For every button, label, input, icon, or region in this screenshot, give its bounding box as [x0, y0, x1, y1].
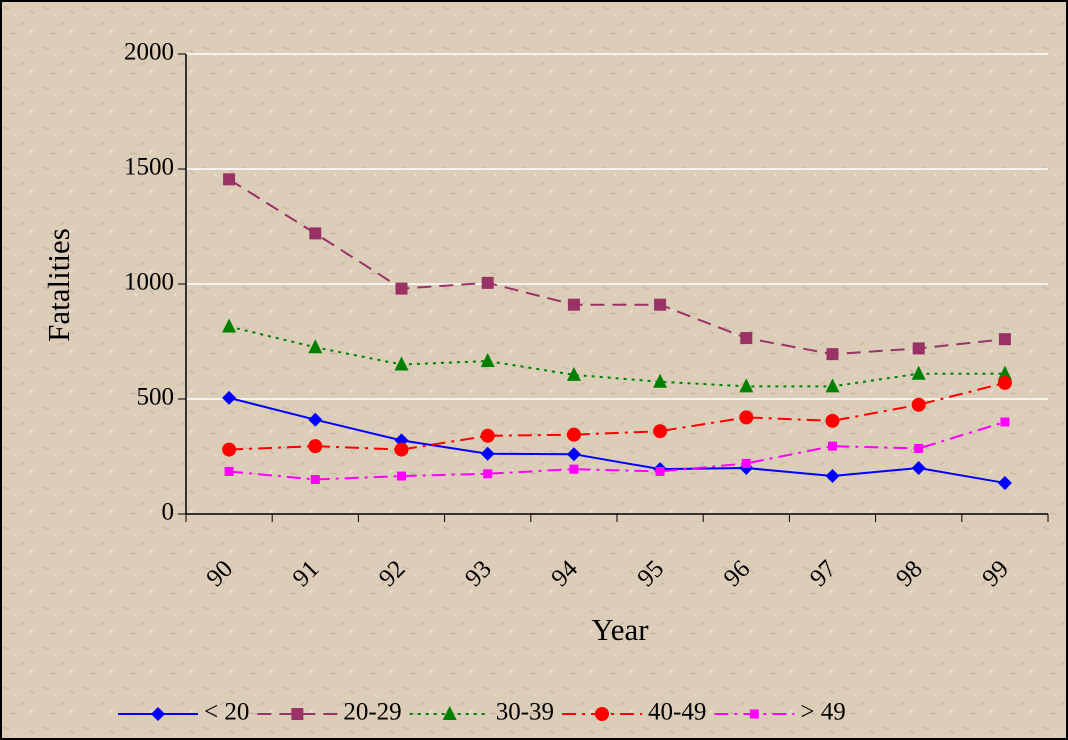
legend-marker — [151, 707, 165, 721]
legend-marker — [442, 706, 457, 720]
marker — [481, 276, 494, 289]
legend-item: 40-49 — [562, 699, 706, 726]
marker — [911, 365, 926, 380]
legend-item: 20-29 — [257, 699, 402, 726]
y-tick-label: 2000 — [124, 39, 174, 66]
marker — [480, 446, 495, 461]
marker — [998, 333, 1011, 346]
legend-item: < 20 — [118, 699, 249, 726]
marker — [222, 442, 237, 457]
marker — [825, 413, 840, 428]
legend-label: < 20 — [204, 699, 249, 726]
legend-item: > 49 — [714, 699, 846, 726]
marker — [741, 458, 751, 468]
marker — [654, 298, 667, 311]
legend-marker — [595, 707, 610, 721]
marker — [222, 318, 237, 333]
series-line — [228, 178, 1006, 356]
y-tick-label: 1500 — [124, 154, 174, 181]
marker — [828, 441, 837, 451]
marker — [222, 390, 237, 405]
x-axis-title: Year — [591, 612, 649, 647]
marker — [566, 447, 581, 462]
y-tick-label: 1000 — [124, 269, 174, 296]
marker — [483, 469, 493, 479]
legend-item: 30-39 — [409, 699, 554, 726]
marker — [566, 427, 581, 442]
legend-marker — [749, 709, 759, 719]
marker — [480, 428, 495, 443]
marker — [223, 173, 236, 186]
marker — [480, 353, 495, 368]
marker — [309, 227, 322, 240]
marker — [653, 373, 668, 388]
legend-label: > 49 — [800, 699, 845, 726]
marker — [395, 282, 408, 295]
marker — [1000, 417, 1010, 427]
marker — [224, 466, 234, 476]
marker — [567, 298, 580, 311]
y-axis-title: Fatalities — [41, 228, 76, 342]
marker — [825, 378, 840, 393]
series-line — [229, 421, 1006, 481]
marker — [997, 365, 1012, 380]
marker — [826, 348, 839, 361]
marker — [394, 356, 409, 371]
legend-label: 20-29 — [343, 699, 401, 726]
marker — [911, 397, 926, 412]
y-tick-label: 0 — [162, 499, 175, 526]
series-line — [228, 396, 1006, 484]
marker — [310, 475, 320, 484]
marker — [914, 443, 924, 453]
marker — [740, 332, 753, 345]
marker — [308, 439, 323, 454]
marker — [655, 466, 665, 476]
marker — [739, 378, 754, 393]
legend-label: 30-39 — [496, 699, 554, 726]
legend-label: 40-49 — [648, 699, 706, 726]
y-tick-label: 500 — [137, 384, 175, 411]
marker — [308, 339, 323, 354]
marker — [394, 442, 409, 457]
marker — [308, 412, 323, 427]
series-line — [229, 381, 1006, 451]
marker — [653, 424, 668, 439]
marker — [569, 464, 579, 474]
marker — [911, 461, 926, 475]
marker — [997, 475, 1012, 490]
marker — [912, 342, 925, 355]
marker — [566, 366, 581, 381]
series-line — [228, 325, 1005, 388]
marker — [739, 410, 754, 425]
marker — [997, 375, 1012, 390]
legend-marker — [291, 708, 304, 720]
marker — [397, 471, 406, 481]
marker — [825, 469, 840, 484]
